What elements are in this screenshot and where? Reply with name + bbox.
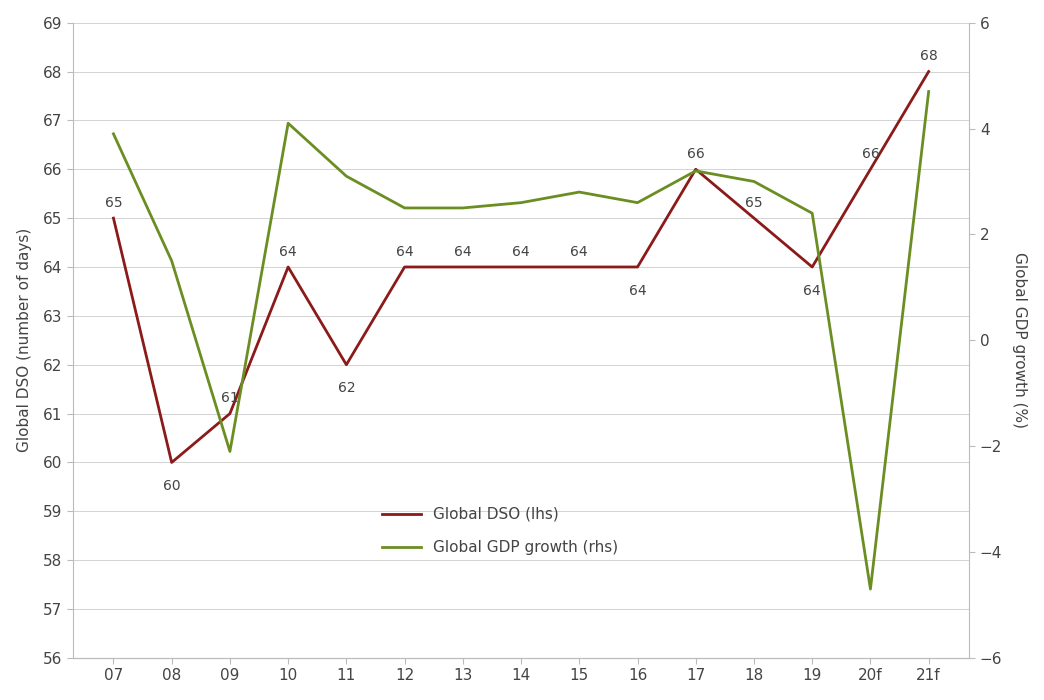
Global GDP growth (rhs) (923, 88, 935, 96)
Text: 65: 65 (745, 196, 763, 210)
Text: 64: 64 (570, 245, 588, 259)
Text: 64: 64 (280, 245, 296, 259)
Text: 66: 66 (687, 147, 705, 161)
Global DSO (lhs) (108, 214, 120, 223)
Global GDP growth (rhs) (223, 447, 236, 456)
Text: 64: 64 (396, 245, 413, 259)
Text: 64: 64 (628, 284, 646, 298)
Global GDP growth (rhs) (399, 204, 411, 212)
Global GDP growth (rhs) (282, 119, 294, 127)
Text: 64: 64 (804, 284, 821, 298)
Global DSO (lhs) (864, 165, 877, 174)
Global DSO (lhs) (806, 262, 818, 271)
Global GDP growth (rhs) (864, 585, 877, 594)
Global DSO (lhs) (923, 67, 935, 76)
Text: 60: 60 (163, 479, 181, 493)
Text: 65: 65 (104, 196, 122, 210)
Global DSO (lhs) (689, 165, 702, 174)
Text: 68: 68 (920, 49, 938, 63)
Text: 64: 64 (454, 245, 472, 259)
Text: 66: 66 (861, 147, 879, 161)
Global DSO (lhs) (456, 262, 469, 271)
Global GDP growth (rhs) (165, 257, 177, 265)
Global DSO (lhs) (515, 262, 527, 271)
Global GDP growth (rhs) (689, 167, 702, 175)
Global DSO (lhs) (340, 360, 353, 369)
Y-axis label: Global DSO (number of days): Global DSO (number of days) (17, 228, 31, 452)
Global GDP growth (rhs) (108, 130, 120, 138)
Legend: Global DSO (lhs), Global GDP growth (rhs): Global DSO (lhs), Global GDP growth (rhs… (376, 500, 624, 561)
Y-axis label: Global GDP growth (%): Global GDP growth (%) (1013, 252, 1027, 428)
Global DSO (lhs) (399, 262, 411, 271)
Line: Global DSO (lhs): Global DSO (lhs) (114, 71, 929, 463)
Global DSO (lhs) (165, 458, 177, 467)
Global DSO (lhs) (223, 410, 236, 418)
Global DSO (lhs) (748, 214, 760, 223)
Global GDP growth (rhs) (340, 172, 353, 181)
Text: 62: 62 (337, 382, 355, 395)
Global DSO (lhs) (573, 262, 586, 271)
Line: Global GDP growth (rhs): Global GDP growth (rhs) (114, 92, 929, 589)
Global DSO (lhs) (632, 262, 644, 271)
Text: 61: 61 (221, 391, 239, 405)
Global GDP growth (rhs) (573, 188, 586, 196)
Global GDP growth (rhs) (515, 199, 527, 207)
Text: 64: 64 (513, 245, 530, 259)
Global GDP growth (rhs) (456, 204, 469, 212)
Global GDP growth (rhs) (748, 177, 760, 186)
Global GDP growth (rhs) (632, 199, 644, 207)
Global GDP growth (rhs) (806, 209, 818, 218)
Global DSO (lhs) (282, 262, 294, 271)
